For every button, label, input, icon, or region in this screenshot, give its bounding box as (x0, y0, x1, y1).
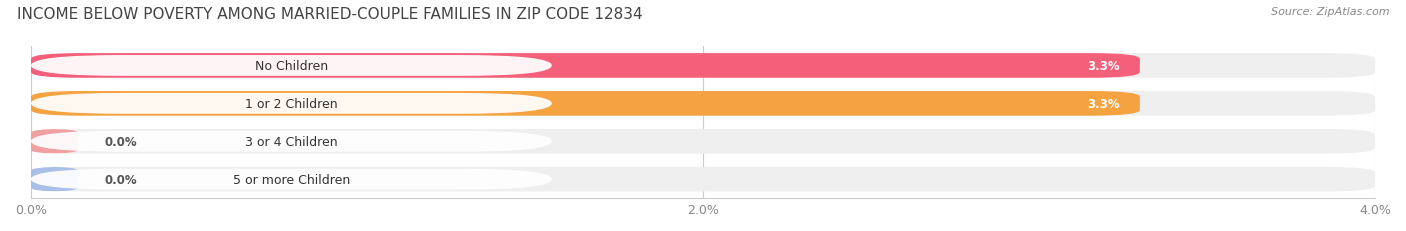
Text: Source: ZipAtlas.com: Source: ZipAtlas.com (1271, 7, 1389, 17)
FancyBboxPatch shape (31, 54, 1140, 78)
Text: 3.3%: 3.3% (1087, 97, 1119, 110)
Text: 3.3%: 3.3% (1087, 60, 1119, 73)
FancyBboxPatch shape (31, 131, 551, 152)
Text: 0.0%: 0.0% (105, 135, 138, 148)
FancyBboxPatch shape (31, 167, 79, 192)
Text: 5 or more Children: 5 or more Children (233, 173, 350, 186)
FancyBboxPatch shape (31, 167, 1375, 192)
FancyBboxPatch shape (31, 54, 1375, 78)
FancyBboxPatch shape (31, 94, 551, 114)
Text: 0.0%: 0.0% (105, 173, 138, 186)
Text: 3 or 4 Children: 3 or 4 Children (245, 135, 337, 148)
Text: No Children: No Children (254, 60, 328, 73)
FancyBboxPatch shape (31, 129, 79, 154)
FancyBboxPatch shape (31, 92, 1375, 116)
Text: INCOME BELOW POVERTY AMONG MARRIED-COUPLE FAMILIES IN ZIP CODE 12834: INCOME BELOW POVERTY AMONG MARRIED-COUPL… (17, 7, 643, 22)
FancyBboxPatch shape (31, 169, 551, 190)
Text: 1 or 2 Children: 1 or 2 Children (245, 97, 337, 110)
FancyBboxPatch shape (31, 56, 551, 76)
FancyBboxPatch shape (31, 92, 1140, 116)
FancyBboxPatch shape (31, 129, 1375, 154)
